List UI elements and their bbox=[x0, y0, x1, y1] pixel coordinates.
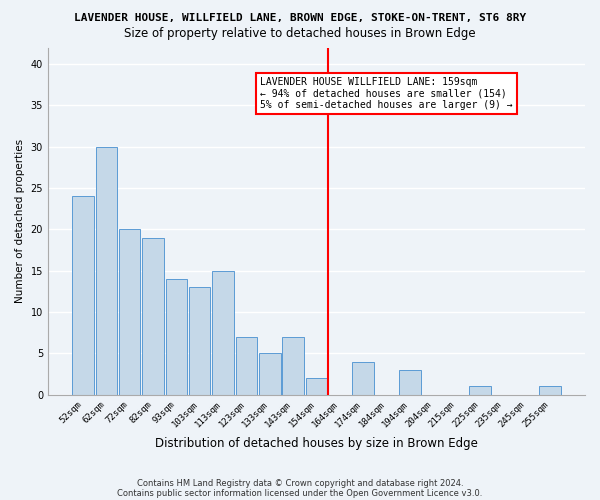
Text: Contains public sector information licensed under the Open Government Licence v3: Contains public sector information licen… bbox=[118, 488, 482, 498]
Bar bbox=[95, 146, 117, 394]
Bar bbox=[189, 287, 211, 395]
Text: Contains HM Land Registry data © Crown copyright and database right 2024.: Contains HM Land Registry data © Crown c… bbox=[137, 478, 463, 488]
Bar bbox=[119, 230, 140, 394]
Y-axis label: Number of detached properties: Number of detached properties bbox=[15, 139, 25, 303]
Text: Size of property relative to detached houses in Brown Edge: Size of property relative to detached ho… bbox=[124, 28, 476, 40]
Bar bbox=[212, 270, 234, 394]
Bar bbox=[352, 362, 374, 394]
Bar bbox=[142, 238, 164, 394]
Bar bbox=[73, 196, 94, 394]
Bar bbox=[306, 378, 327, 394]
Bar bbox=[469, 386, 491, 394]
Bar bbox=[399, 370, 421, 394]
Bar bbox=[166, 279, 187, 394]
X-axis label: Distribution of detached houses by size in Brown Edge: Distribution of detached houses by size … bbox=[155, 437, 478, 450]
Bar bbox=[236, 337, 257, 394]
Bar bbox=[283, 337, 304, 394]
Bar bbox=[259, 354, 281, 395]
Text: LAVENDER HOUSE WILLFIELD LANE: 159sqm
← 94% of detached houses are smaller (154): LAVENDER HOUSE WILLFIELD LANE: 159sqm ← … bbox=[260, 77, 512, 110]
Bar bbox=[539, 386, 560, 394]
Text: LAVENDER HOUSE, WILLFIELD LANE, BROWN EDGE, STOKE-ON-TRENT, ST6 8RY: LAVENDER HOUSE, WILLFIELD LANE, BROWN ED… bbox=[74, 12, 526, 22]
